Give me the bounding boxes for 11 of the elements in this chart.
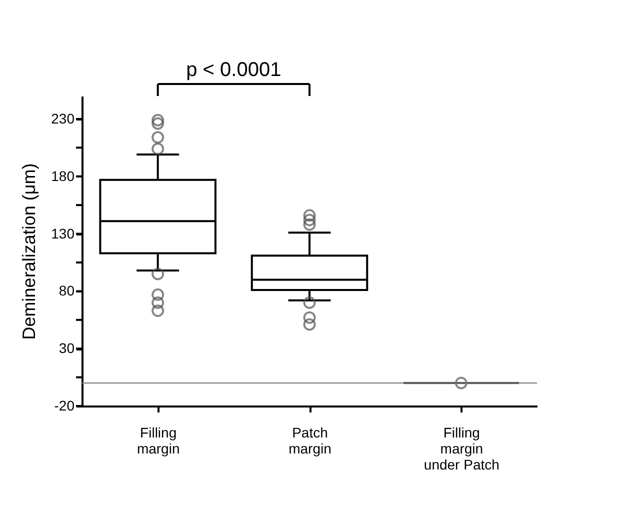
y-axis-title: Demineralization (μm): [19, 163, 40, 340]
y-tick-label: 80: [58, 282, 75, 299]
y-tick-label: 180: [51, 168, 75, 184]
y-tick-label: 230: [51, 110, 75, 126]
x-tick-label: Filling margin: [136, 424, 180, 456]
y-tick-label: -20: [54, 398, 75, 414]
y-tick-label: 30: [58, 340, 75, 356]
x-tick-label: Patch margin: [288, 424, 332, 456]
y-tick-label: 130: [51, 225, 75, 242]
x-tick-label: Filling margin under Patch: [424, 424, 500, 472]
text: p < 0.0001: [186, 59, 282, 81]
